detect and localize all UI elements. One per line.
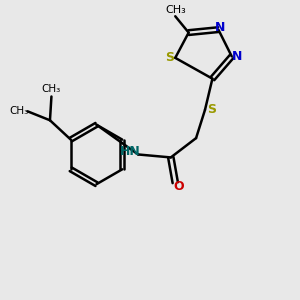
Text: CH₃: CH₃ bbox=[165, 5, 186, 15]
Text: O: O bbox=[173, 180, 184, 193]
Text: N: N bbox=[215, 21, 225, 34]
Text: N: N bbox=[232, 50, 242, 63]
Text: S: S bbox=[207, 103, 216, 116]
Text: HN: HN bbox=[119, 145, 140, 158]
Text: S: S bbox=[165, 51, 174, 64]
Text: CH₃: CH₃ bbox=[9, 106, 28, 116]
Text: CH₃: CH₃ bbox=[42, 84, 61, 94]
